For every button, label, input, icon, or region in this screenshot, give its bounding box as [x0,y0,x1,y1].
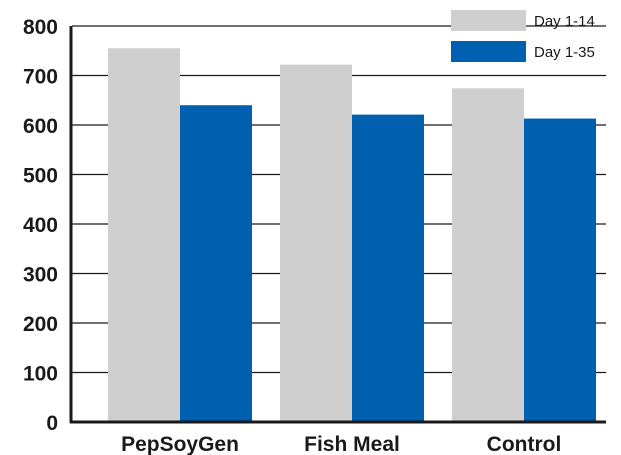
y-tick-label: 500 [23,165,58,188]
bar-control-day-1-35 [524,118,596,422]
legend-label: Day 1-35 [534,44,595,61]
legend-swatch [451,10,526,31]
x-tick-label: Control [487,433,562,455]
legend-swatch [451,41,526,62]
y-tick-label: 300 [23,264,58,287]
y-tick-labels: 0 100 200 300 400 500 600 700 800 [23,16,58,435]
axes [69,26,606,424]
y-tick-label: 0 [46,412,58,435]
x-tick-label: Fish Meal [304,433,400,455]
bar-fish-meal-day-1-14 [280,64,352,423]
y-tick-label: 600 [23,115,58,138]
bar-pepsoygen-day-1-14 [108,48,180,423]
bars [108,48,596,423]
x-tick-labels: PepSoyGen Fish Meal Control [121,433,561,455]
y-tick-label: 200 [23,313,58,336]
y-tick-label: 800 [23,16,58,39]
bar-pepsoygen-day-1-35 [180,105,252,422]
y-tick-label: 100 [23,363,58,386]
y-tick-label: 700 [23,66,58,89]
legend: Day 1-14 Day 1-35 [451,10,595,62]
x-tick-label: PepSoyGen [121,433,239,455]
bar-control-day-1-14 [452,88,524,423]
bar-fish-meal-day-1-35 [352,114,424,422]
legend-label: Day 1-14 [534,13,595,30]
y-tick-label: 400 [23,214,58,237]
